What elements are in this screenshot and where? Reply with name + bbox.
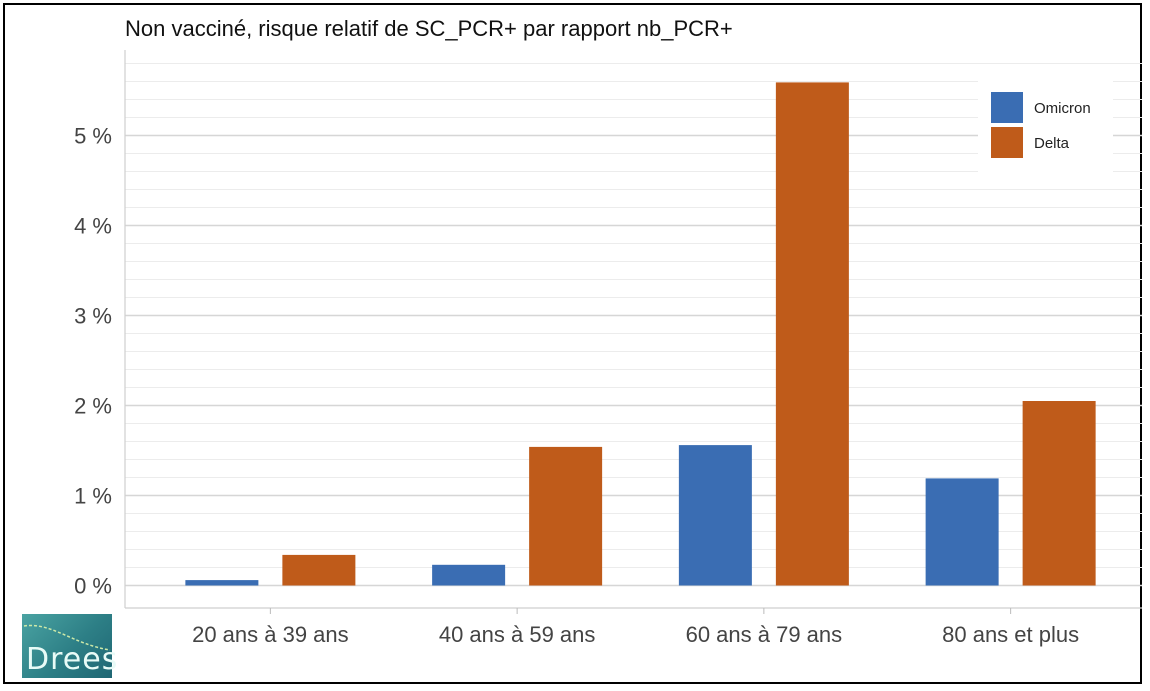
- logo-text: Drees: [26, 642, 119, 677]
- legend-swatch-omicron: [991, 92, 1023, 123]
- y-tick-label: 2 %: [74, 394, 112, 419]
- bar-omicron: [678, 445, 752, 586]
- bar-omicron: [432, 564, 506, 586]
- bar-delta: [775, 82, 849, 586]
- bar-delta: [529, 446, 603, 586]
- y-tick-label: 5 %: [74, 124, 112, 149]
- y-tick-label: 0 %: [74, 574, 112, 599]
- x-tick-label: 80 ans et plus: [942, 622, 1079, 647]
- bar-delta: [282, 554, 356, 586]
- logo-swoosh-icon: [23, 624, 111, 651]
- bar-omicron: [925, 478, 999, 586]
- bar-omicron: [185, 580, 259, 586]
- drees-logo: Drees: [22, 614, 117, 678]
- chart-title: Non vacciné, risque relatif de SC_PCR+ p…: [125, 16, 733, 41]
- y-tick-label: 1 %: [74, 484, 112, 509]
- legend-box: [978, 74, 1113, 174]
- x-tick-label: 40 ans à 59 ans: [439, 622, 596, 647]
- legend-swatch-delta: [991, 127, 1023, 158]
- legend-label-delta: Delta: [1034, 135, 1070, 152]
- x-tick-label: 60 ans à 79 ans: [686, 622, 843, 647]
- y-tick-label: 4 %: [74, 214, 112, 239]
- y-tick-label: 3 %: [74, 304, 112, 329]
- x-tick-label: 20 ans à 39 ans: [192, 622, 349, 647]
- legend-label-omicron: Omicron: [1034, 100, 1091, 117]
- bar-delta: [1022, 401, 1096, 586]
